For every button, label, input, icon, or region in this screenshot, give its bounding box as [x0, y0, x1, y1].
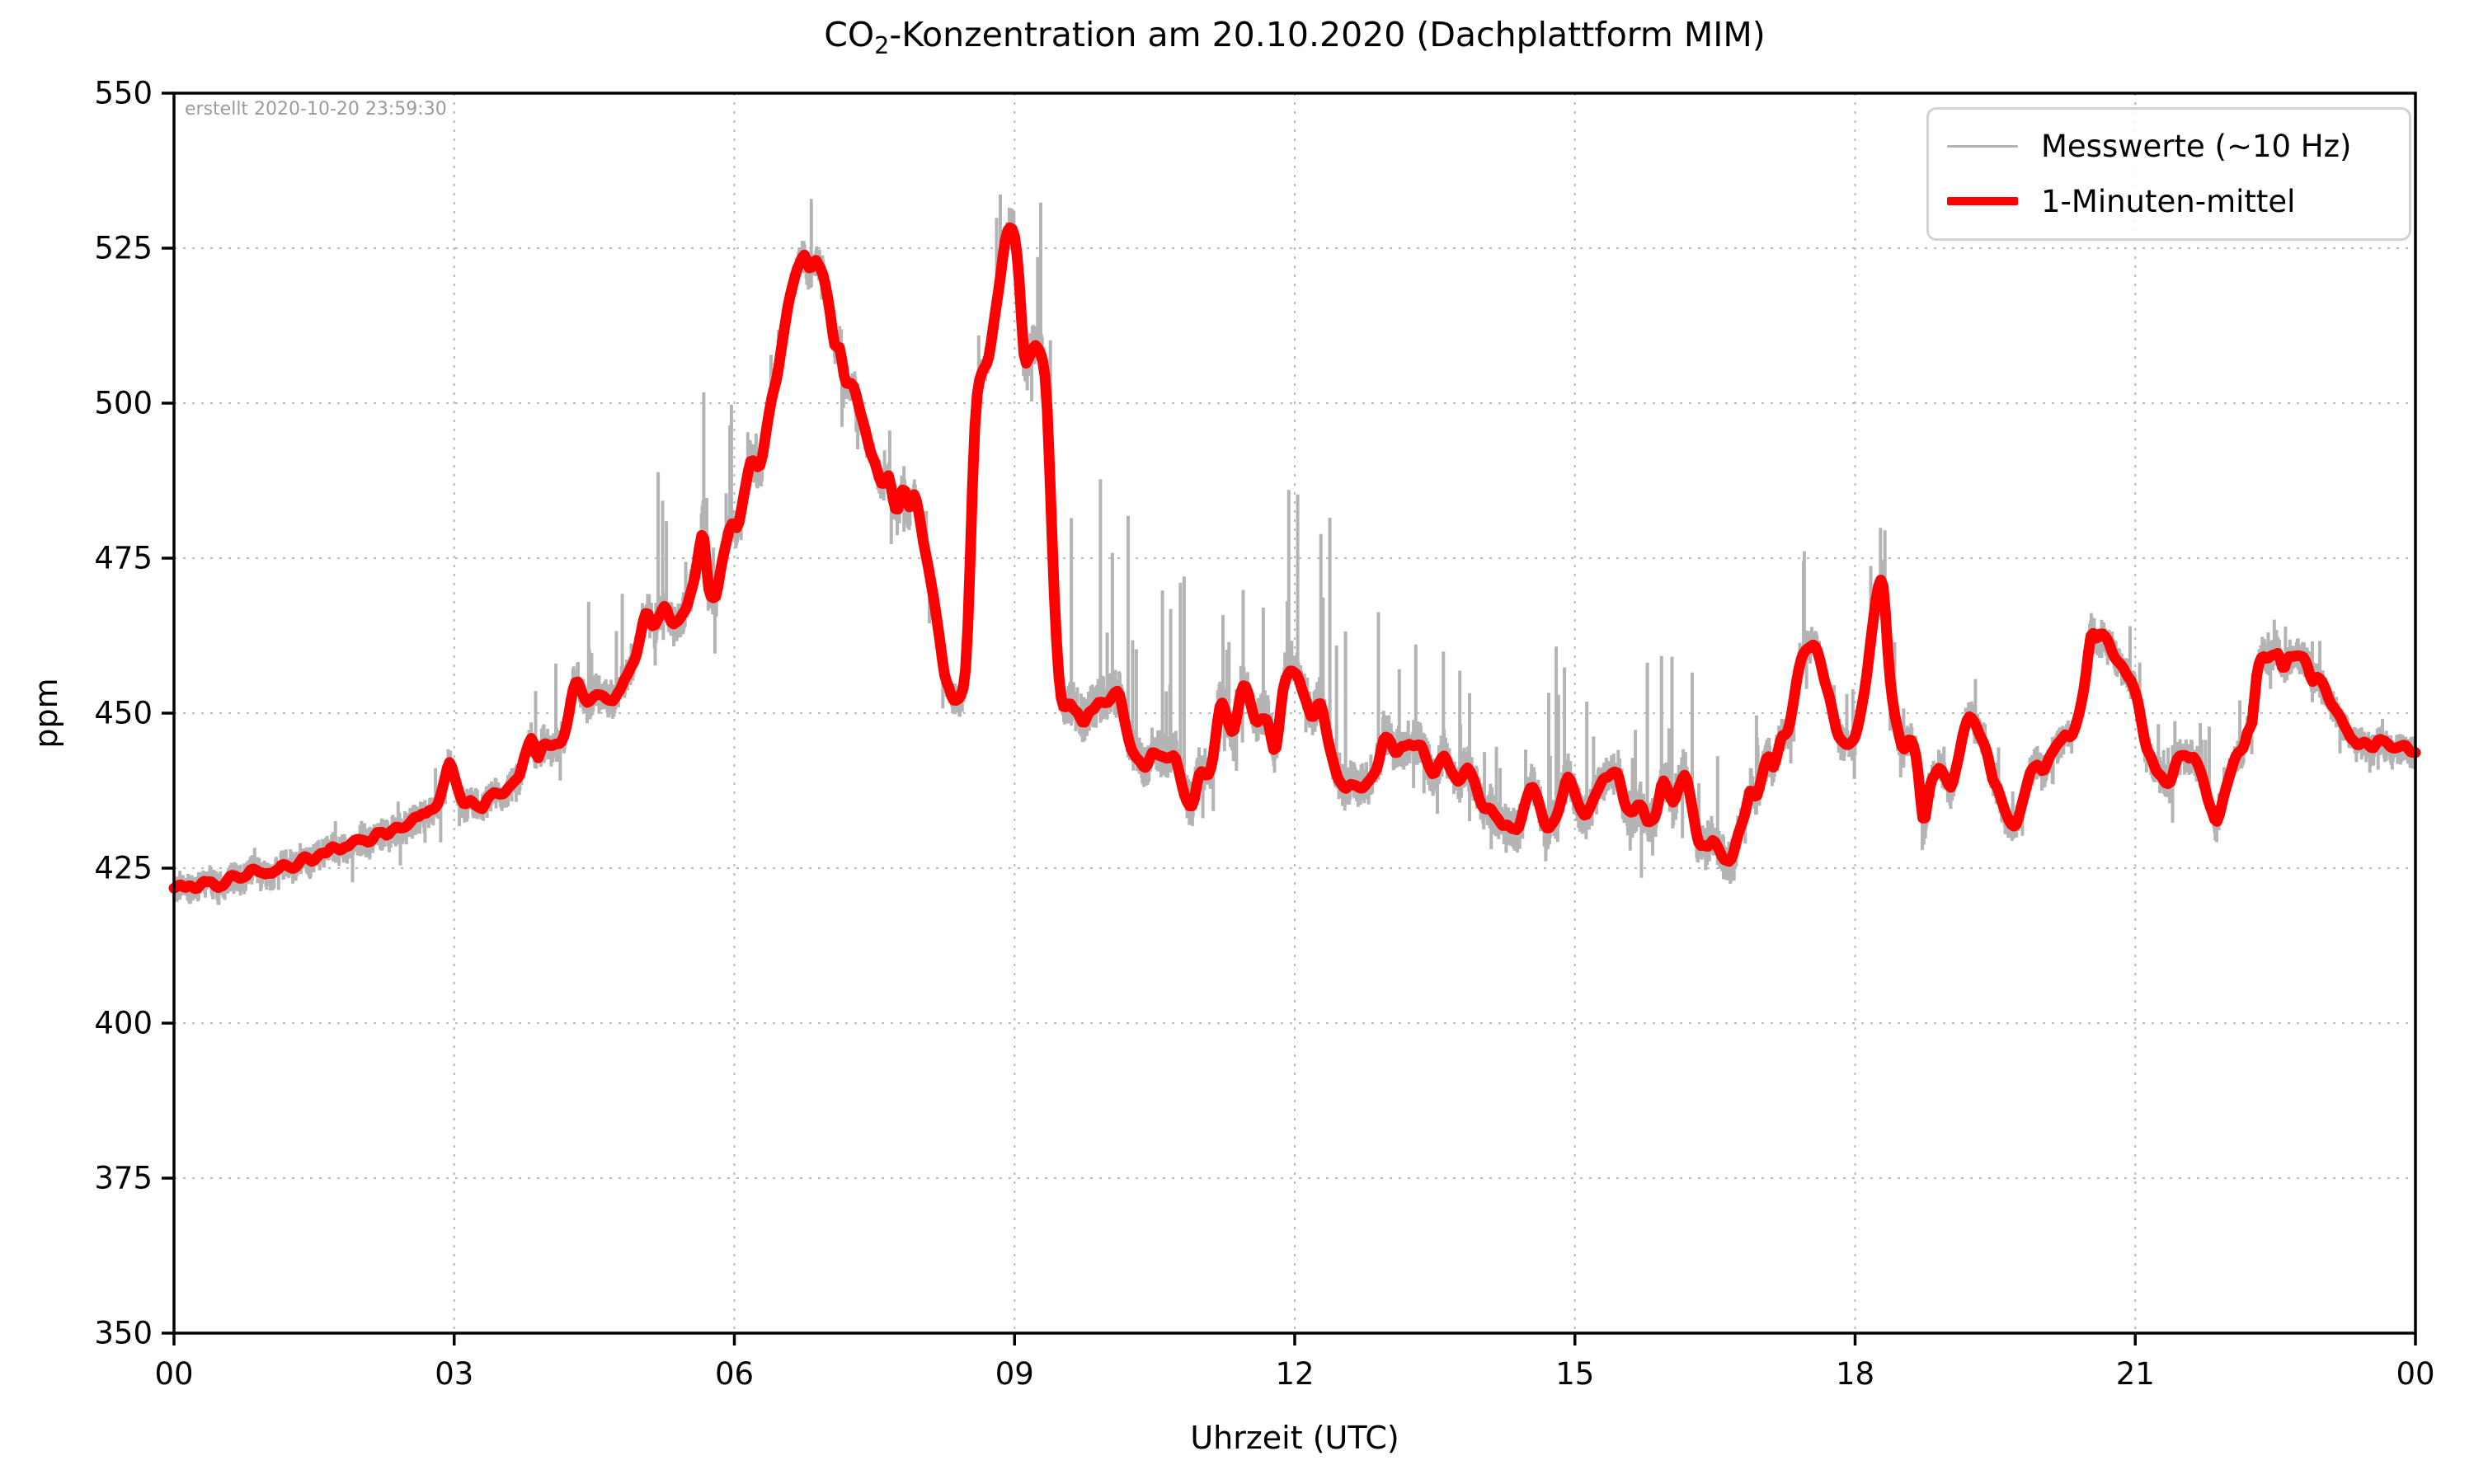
y-axis-label: ppm: [28, 678, 64, 749]
chart-title: CO2-Konzentration am 20.10.2020 (Dachpla…: [174, 15, 2415, 59]
chart-title-subscript: 2: [874, 31, 890, 60]
chart-title-prefix: CO: [824, 15, 875, 54]
legend-label-measurements: Messwerte (~10 Hz): [2041, 129, 2352, 165]
legend-label-minute-mean: 1-Minuten-mittel: [2041, 183, 2296, 219]
x-axis-label: Uhrzeit (UTC): [1190, 1420, 1399, 1456]
x-tick-label: 18: [1836, 1356, 1874, 1392]
y-tick-label: 375: [94, 1161, 153, 1196]
x-tick-label: 00: [2396, 1356, 2434, 1392]
x-tick-label: 06: [715, 1356, 754, 1392]
y-tick-label: 500: [94, 386, 153, 421]
created-timestamp-annotation: erstellt 2020-10-20 23:59:30: [185, 99, 447, 120]
legend: Messwerte (~10 Hz) 1-Minuten-mittel: [1926, 107, 2411, 241]
x-tick-label: 03: [435, 1356, 473, 1392]
y-tick-label: 550: [94, 76, 153, 111]
x-tick-label: 00: [154, 1356, 193, 1392]
y-tick-label: 350: [94, 1316, 153, 1351]
y-tick-label: 450: [94, 696, 153, 731]
legend-row-measurements: Messwerte (~10 Hz): [1947, 129, 2391, 164]
x-tick-label: 21: [2116, 1356, 2155, 1392]
measurements-trace: [172, 195, 2417, 905]
y-tick-label: 475: [94, 541, 153, 576]
y-tick-label: 525: [94, 231, 153, 266]
x-tick-label: 12: [1275, 1356, 1314, 1392]
x-tick-label: 09: [995, 1356, 1034, 1392]
x-tick-label: 15: [1555, 1356, 1594, 1392]
y-tick-label: 400: [94, 1006, 153, 1041]
minute-mean-line-sample: [1947, 197, 2018, 206]
minute-mean-line: [168, 222, 2421, 895]
legend-row-minute-mean: 1-Minuten-mittel: [1947, 184, 2391, 219]
measurements-line-sample: [1947, 145, 2018, 148]
y-tick-label: 425: [94, 851, 153, 886]
chart-title-rest: -Konzentration am 20.10.2020 (Dachplattf…: [889, 15, 1766, 54]
